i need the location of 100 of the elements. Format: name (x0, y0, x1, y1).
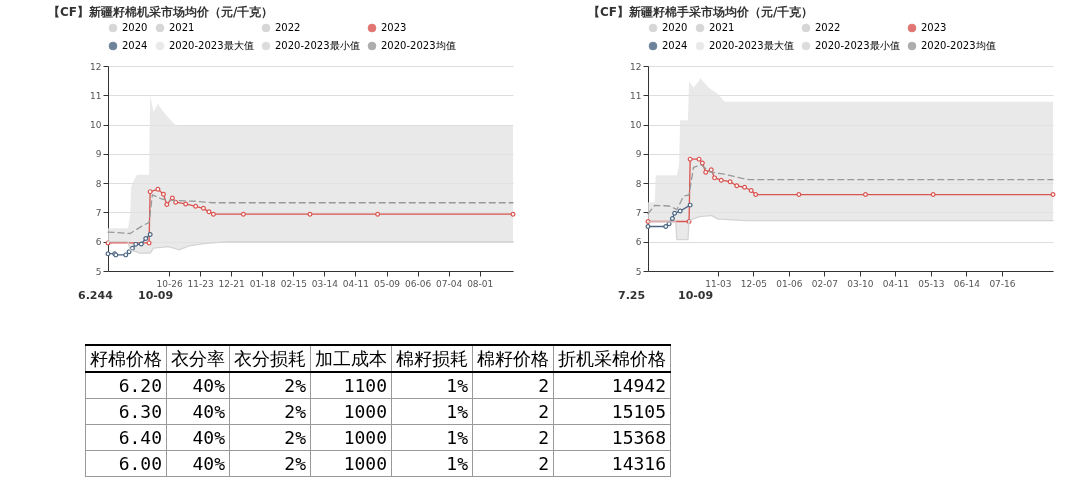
point (734, 183, 740, 189)
text: 40% (192, 401, 225, 422)
point (718, 177, 724, 183)
legend-label: 2021 (709, 22, 735, 33)
x-tick-label: 06-14 (953, 278, 981, 289)
point (307, 211, 313, 217)
point (703, 169, 709, 175)
y-tick-label: 12 (630, 61, 642, 72)
text: 6.00 (118, 453, 162, 474)
legend-label: 2020 (122, 22, 148, 33)
y-tick-label: 10 (90, 120, 102, 131)
x-tick-label: 02-07 (811, 278, 838, 289)
point (753, 192, 759, 198)
point (173, 199, 179, 205)
point (930, 192, 936, 198)
x-tick-label: 07-16 (989, 278, 1016, 289)
text: 1% (446, 453, 468, 474)
text: 6.30 (118, 401, 162, 422)
y-tick-label: 11 (90, 90, 102, 101)
point (672, 210, 678, 216)
point (699, 160, 705, 166)
y-tick-label: 9 (635, 149, 642, 160)
x-tick-label: 03-10 (847, 278, 874, 289)
point (105, 251, 111, 257)
category-label: 折机采棉价格 (553, 345, 671, 372)
point (742, 184, 748, 190)
point (200, 205, 206, 211)
point (193, 203, 199, 209)
legend-label: 2023 (921, 22, 947, 33)
y-tick-label: 7 (635, 207, 642, 218)
point (796, 192, 802, 198)
text: 15105 (611, 401, 666, 422)
text: 1000 (343, 401, 387, 422)
y-tick-label: 8 (95, 178, 102, 189)
point (169, 195, 175, 201)
point (161, 191, 166, 197)
point (863, 192, 868, 198)
text: 2 (538, 401, 549, 422)
chart-title: 【CF】新疆籽棉手采市场均价（元/千克） (588, 5, 814, 19)
legend-label: 2020-2023最大值 (169, 40, 254, 51)
category-label: 衣分率 (166, 345, 230, 372)
legend-label: 2024 (122, 40, 148, 51)
point (183, 201, 189, 207)
text: 7.25 (618, 289, 646, 302)
point (164, 202, 170, 207)
legend-label: 2020-2023最小值 (275, 40, 360, 51)
x-tick-label: 08-01 (467, 278, 494, 289)
point (669, 216, 675, 222)
text: 6.244 (78, 289, 114, 302)
x-tick-label: 04-11 (882, 278, 910, 289)
text: 2% (284, 453, 306, 474)
point (666, 221, 672, 227)
point (146, 240, 152, 246)
point (645, 219, 651, 224)
text: 1% (446, 427, 468, 448)
point (708, 167, 714, 173)
x-tick-label: 07-04 (436, 278, 463, 289)
y-tick-label: 12 (90, 61, 102, 72)
point (143, 236, 149, 241)
point (138, 241, 144, 247)
point (206, 209, 212, 215)
text: 40% (192, 453, 225, 474)
point (123, 252, 129, 258)
x-tick-label: 05-13 (918, 278, 945, 289)
point (1050, 192, 1056, 198)
x-tick-label: 04-11 (342, 278, 370, 289)
legend-label: 2020-2023均值 (921, 40, 996, 51)
y-tick-label: 6 (95, 237, 102, 248)
legend-label: 2020-2023最大值 (709, 40, 794, 51)
y-tick-label: 10 (630, 120, 642, 131)
legend-label: 2023 (381, 22, 407, 33)
point (126, 249, 132, 255)
category-label: 棉籽损耗 (391, 345, 473, 372)
point (663, 224, 669, 229)
point (129, 245, 135, 251)
x-tick-label: 12-21 (218, 278, 245, 289)
x-tick-label: 03-14 (311, 278, 339, 289)
point (712, 175, 718, 181)
y-tick-label: 5 (635, 266, 642, 277)
x-tick-label: 01-06 (776, 278, 803, 289)
text: 2 (538, 375, 549, 396)
legend-label: 2020-2023均值 (381, 40, 456, 51)
point (696, 156, 702, 162)
point (147, 232, 153, 238)
point (133, 241, 139, 247)
point (748, 188, 754, 193)
x-tick-label: 10-26 (156, 278, 183, 289)
text: 14942 (611, 375, 666, 396)
chart-title: 【CF】新疆籽棉机采市场均价（元/千克） (48, 5, 274, 19)
legend-label: 2022 (275, 22, 301, 33)
category-label: 衣分损耗 (229, 345, 311, 372)
text: 1% (446, 375, 468, 396)
x-tick-label: 11-03 (705, 278, 732, 289)
point (210, 211, 216, 217)
point (510, 211, 516, 217)
x-tick-label: 01-18 (249, 278, 277, 289)
x-tick-label: 11-23 (187, 278, 214, 289)
text: 2 (538, 427, 549, 448)
y-tick-label: 11 (630, 90, 642, 101)
x-tick-label: 05-09 (373, 278, 401, 289)
